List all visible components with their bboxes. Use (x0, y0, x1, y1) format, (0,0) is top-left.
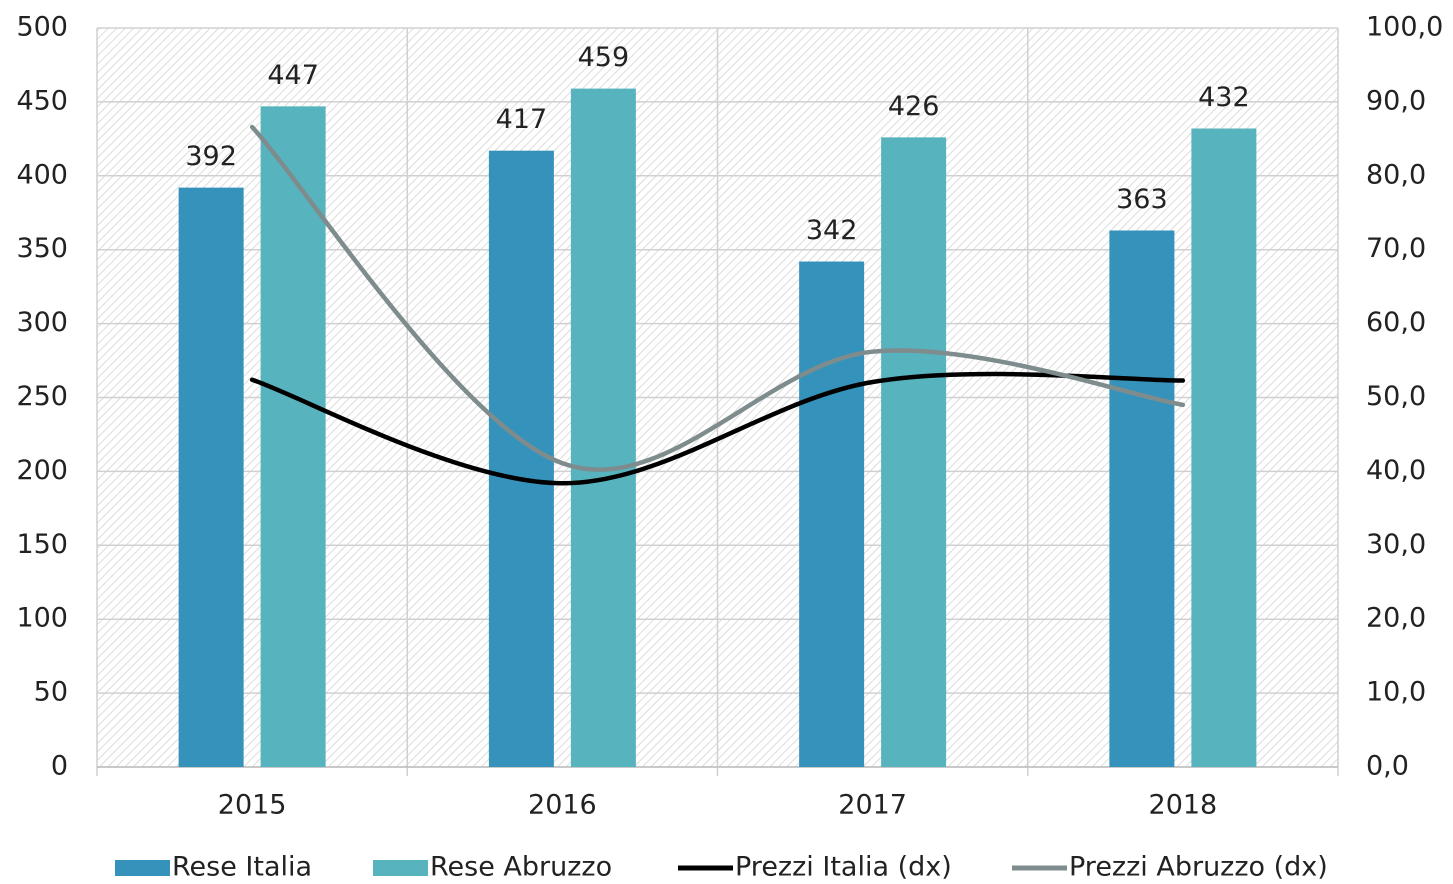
y-tick-label: 400 (16, 159, 68, 190)
bar (570, 88, 636, 767)
y-tick-label: 50 (34, 677, 68, 708)
legend-label: Prezzi Abruzzo (dx) (1069, 852, 1328, 883)
y2-tick-label: 60,0 (1366, 307, 1426, 338)
data-label: 363 (1116, 184, 1168, 215)
data-label: 426 (888, 91, 940, 122)
line-series (249, 371, 1186, 486)
y2-tick-label: 50,0 (1366, 381, 1426, 412)
bar (1191, 128, 1257, 767)
bar (488, 150, 554, 767)
y2-tick-label: 100,0 (1366, 12, 1443, 43)
y-tick-label: 0 (51, 751, 68, 782)
y2-tick-label: 40,0 (1366, 455, 1426, 486)
data-label: 447 (267, 60, 319, 91)
bar (260, 106, 326, 768)
bar (881, 137, 947, 767)
data-label: 392 (185, 141, 237, 172)
y-tick-label: 500 (16, 12, 68, 43)
y2-tick-label: 70,0 (1366, 233, 1426, 264)
legend-swatch (115, 860, 170, 876)
bar (178, 187, 244, 767)
bar (1109, 230, 1175, 768)
data-label: 432 (1198, 82, 1250, 113)
x-tick-label: 2017 (838, 790, 907, 821)
y-tick-label: 300 (16, 307, 68, 338)
y-tick-label: 350 (16, 233, 68, 264)
bar (799, 261, 865, 767)
y2-tick-label: 10,0 (1366, 677, 1426, 708)
legend-label: Rese Italia (172, 852, 312, 883)
y-tick-label: 150 (16, 529, 68, 560)
y-tick-label: 450 (16, 85, 68, 116)
legend-label: Prezzi Italia (dx) (735, 852, 952, 883)
y2-tick-label: 90,0 (1366, 85, 1426, 116)
y2-tick-label: 30,0 (1366, 529, 1426, 560)
x-tick-label: 2018 (1149, 790, 1218, 821)
y-tick-label: 250 (16, 381, 68, 412)
y2-tick-label: 20,0 (1366, 603, 1426, 634)
y2-tick-label: 80,0 (1366, 159, 1426, 190)
x-tick-label: 2015 (218, 790, 287, 821)
y-tick-label: 200 (16, 455, 68, 486)
y2-tick-label: 0,0 (1366, 751, 1409, 782)
data-label: 417 (496, 104, 548, 135)
data-label: 459 (578, 42, 630, 73)
y-tick-label: 100 (16, 603, 68, 634)
legend-label: Rese Abruzzo (430, 852, 612, 883)
line-series (249, 124, 1186, 472)
data-label: 342 (806, 215, 858, 246)
legend-swatch (373, 860, 428, 876)
x-tick-label: 2016 (528, 790, 597, 821)
